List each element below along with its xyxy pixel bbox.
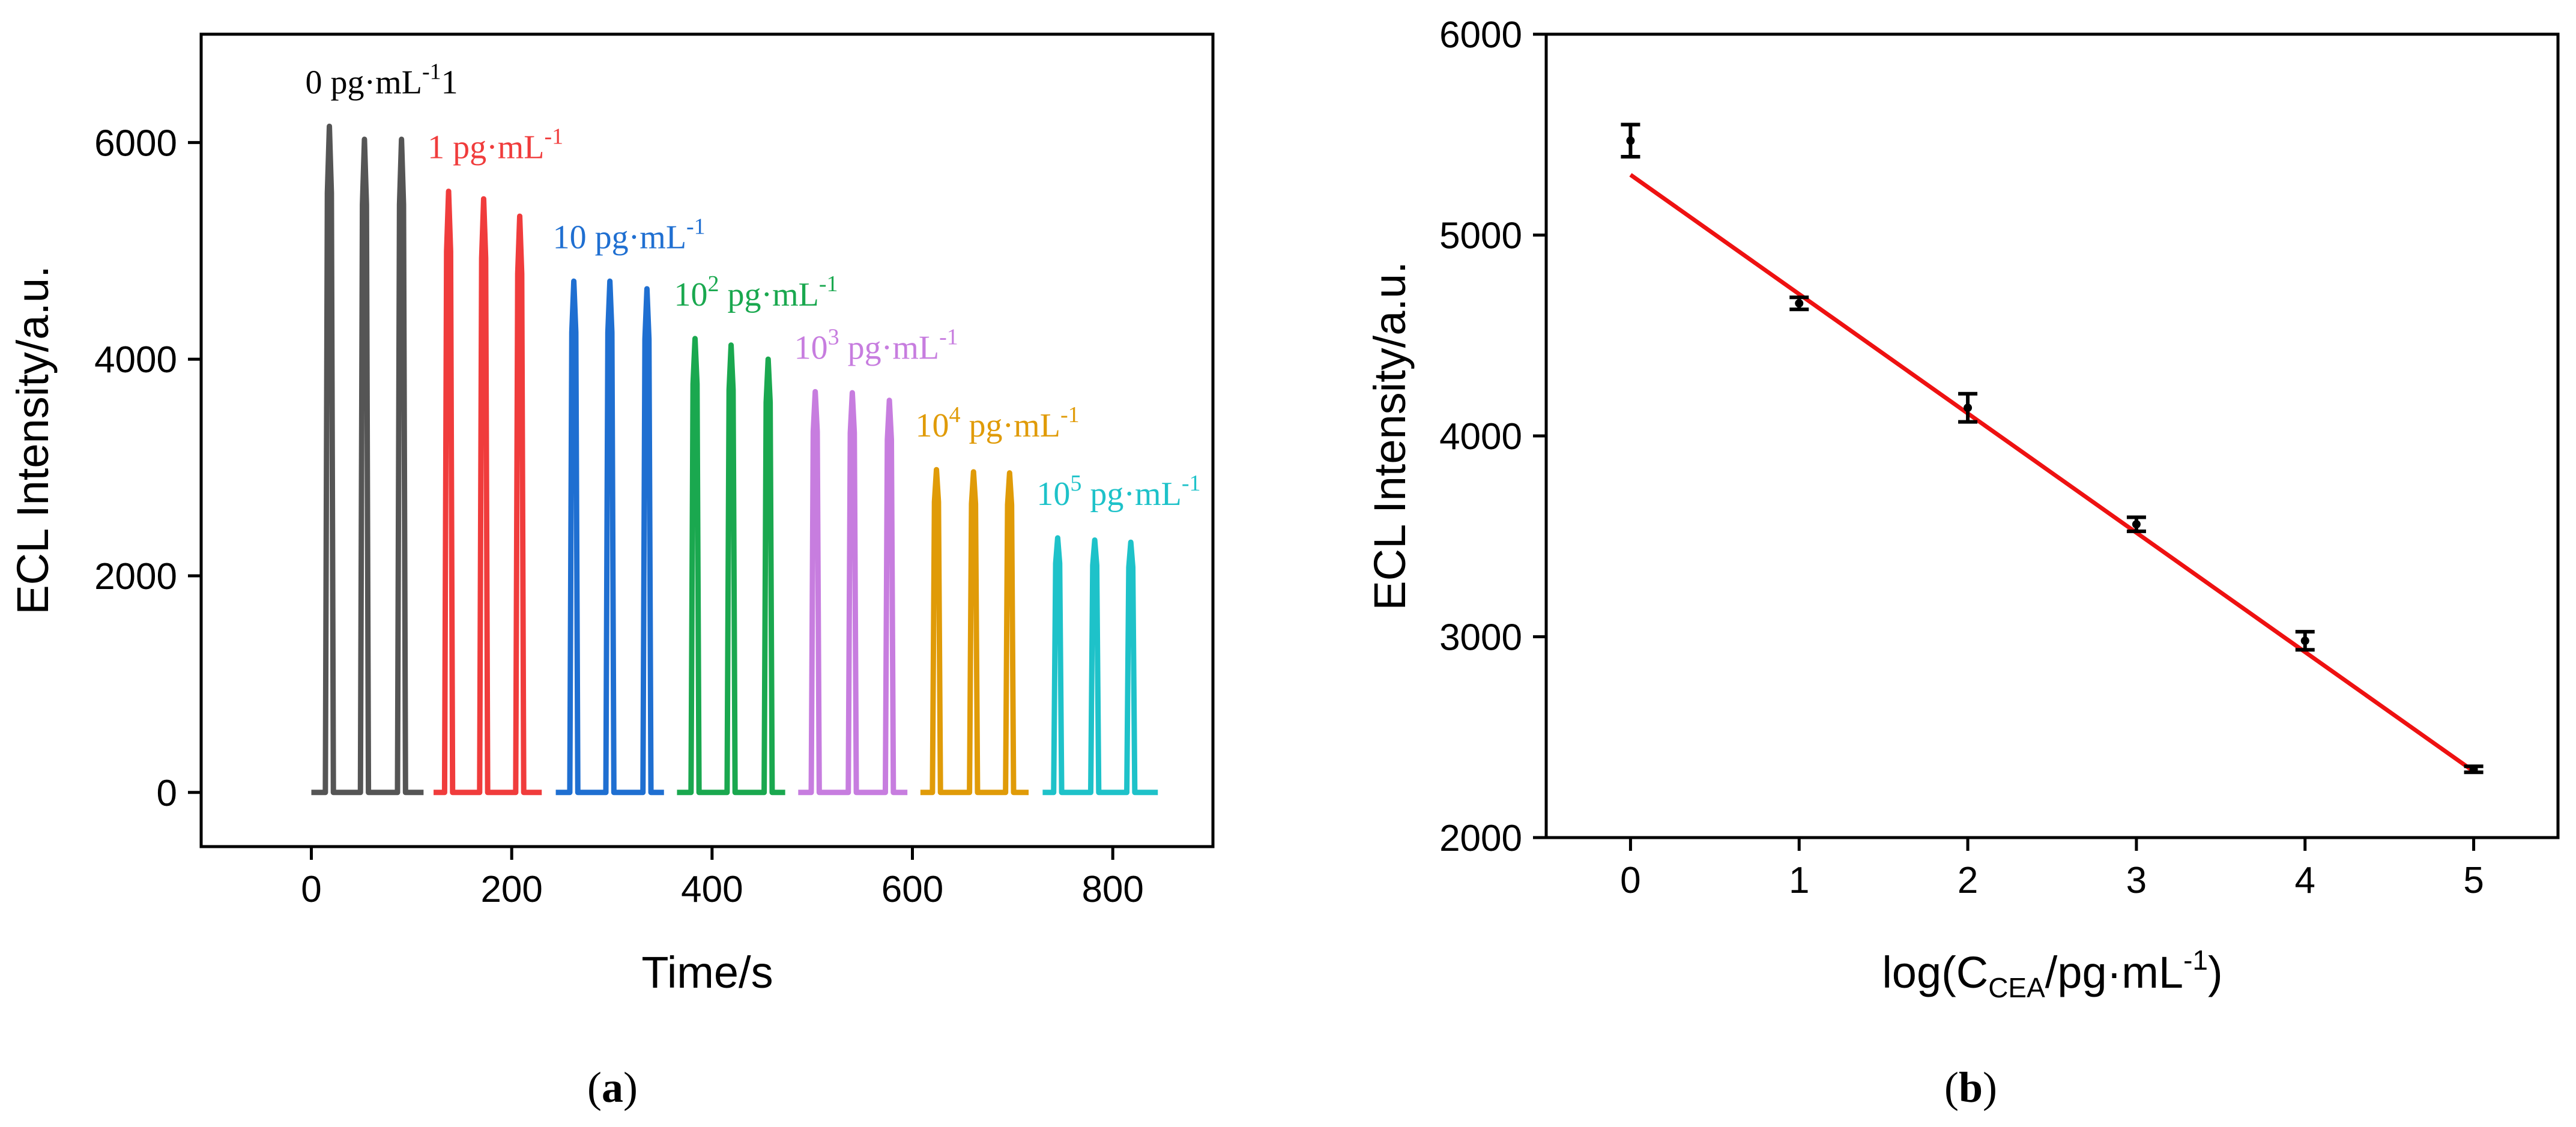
panel-a-peak: [328, 125, 330, 127]
panel-a-series-trace: [311, 123, 424, 796]
panel-b-y-ticks: 2000 3000 4000 5000 6000: [1439, 14, 1546, 859]
panel-a-series: [311, 123, 1158, 796]
panel-a-peak: [973, 471, 975, 473]
panel-a-peak: [519, 216, 521, 217]
panel-a-series-label: 10 pg·mL-1: [553, 214, 706, 256]
panel-a-peak: [851, 392, 853, 394]
panel-a-x-tick-label: 600: [881, 869, 943, 910]
panel-b-x-tick-label: 1: [1789, 860, 1809, 901]
panel-a-label: (a): [587, 1063, 638, 1111]
panel-b-data-point: [1626, 136, 1635, 145]
panel-a-peak: [1094, 539, 1096, 541]
panel-a-series-labels: 0 pg·mL-11 1 pg·mL-1 10 pg·mL-1 102 pg·mL-1…: [306, 59, 1201, 513]
panel-a-y-tick-label: 2000: [94, 556, 177, 597]
panel-a-x-tick-label: 400: [681, 869, 743, 910]
panel-b-x-ticks: 0 1 2 3 4 5: [1620, 838, 2484, 901]
panel-a-series-label: 105 pg·mL-1: [1036, 471, 1200, 513]
panel-b-data-point: [2132, 520, 2141, 529]
panel-b-x-tick-label: 4: [2295, 860, 2315, 901]
panel-a-y-tick-label: 0: [157, 773, 177, 814]
panel-b-fit-line: [1629, 173, 2475, 773]
panel-b-x-tick-label: 0: [1620, 860, 1640, 901]
panel-a-peak: [483, 198, 485, 200]
panel-b-data-point: [2469, 765, 2478, 774]
panel-a-series-trace: [434, 189, 542, 796]
panel-a-peak: [401, 138, 402, 140]
panel-a-peak: [767, 358, 769, 360]
panel-a-x-tick-label: 200: [480, 869, 542, 910]
panel-a-peak: [363, 138, 365, 140]
panel-a-peak: [448, 190, 450, 192]
panel-a-peak: [814, 391, 816, 393]
panel-b-x-tick-label: 5: [2463, 860, 2484, 901]
panel-a: 0 200 400 600 800 0 2000 4000 6000 0 pg·mL-11 1 …: [8, 32, 1215, 1111]
panel-a-y-tick-label: 4000: [94, 339, 177, 381]
panel-b-frame: [1544, 32, 2560, 839]
panel-a-peak: [609, 280, 611, 282]
panel-a-x-tick-label: 0: [301, 869, 321, 910]
panel-a-x-axis-title: Time/s: [641, 947, 773, 997]
panel-a-peak: [1130, 542, 1132, 543]
panel-a-peak: [730, 344, 732, 346]
panel-a-peak: [936, 469, 937, 471]
panel-a-y-ticks: 0 2000 4000 6000: [94, 122, 201, 814]
panel-a-peak: [1057, 537, 1059, 539]
panel-a-series-label: 104 pg·mL-1: [916, 402, 1080, 444]
panel-a-series-label: 102 pg·mL-1: [674, 271, 838, 313]
panel-b-label: (b): [1944, 1063, 1997, 1111]
panel-a-series-label: 103 pg·mL-1: [794, 324, 958, 366]
panel-a-peak: [889, 399, 890, 401]
panel-b-y-tick-label: 2000: [1439, 818, 1522, 859]
panel-a-series-trace: [555, 278, 664, 796]
panel-a-series-label: 1 pg·mL-1: [428, 124, 563, 166]
panel-a-series-trace: [1042, 535, 1158, 796]
panel-a-series-label: 0 pg·mL-11: [306, 59, 458, 101]
panel-b-data-point: [2300, 636, 2309, 645]
panel-a-peak: [1009, 472, 1011, 474]
panel-b-y-tick-label: 3000: [1439, 617, 1522, 659]
panel-a-x-ticks: 0 200 400 600 800: [301, 847, 1144, 910]
panel-b-x-tick-label: 3: [2126, 860, 2147, 901]
panel-b-x-tick-label: 2: [1958, 860, 1978, 901]
panel-b-y-tick-label: 6000: [1439, 14, 1522, 56]
panel-a-peak: [573, 280, 575, 282]
panel-b-data-point: [1964, 403, 1973, 412]
panel-a-x-tick-label: 800: [1081, 869, 1143, 910]
panel-a-frame: [199, 32, 1215, 848]
panel-b-y-axis-title: ECL Intensity/a.u.: [1365, 261, 1415, 610]
panel-b-data-point: [1795, 299, 1804, 308]
panel-b-x-axis-title: log(CCEA/pg·mL-1): [1882, 944, 2222, 1003]
panel-a-y-tick-label: 6000: [94, 122, 177, 164]
panel-b: 0 1 2 3 4 5 2000 3000 4000 5000 6000 log(CCEA/pg·…: [1365, 14, 2560, 1111]
panel-b-points: [1621, 122, 2484, 775]
panel-b-y-tick-label: 5000: [1439, 216, 1522, 257]
panel-a-series-trace: [677, 336, 785, 796]
panel-a-series-trace: [920, 467, 1029, 796]
panel-a-series-trace: [798, 388, 908, 796]
panel-b-y-tick-label: 4000: [1439, 416, 1522, 458]
panel-a-peak: [646, 288, 648, 289]
panel-a-y-axis-title: ECL Intensity/a.u.: [8, 265, 58, 614]
panel-a-peak: [694, 337, 696, 339]
